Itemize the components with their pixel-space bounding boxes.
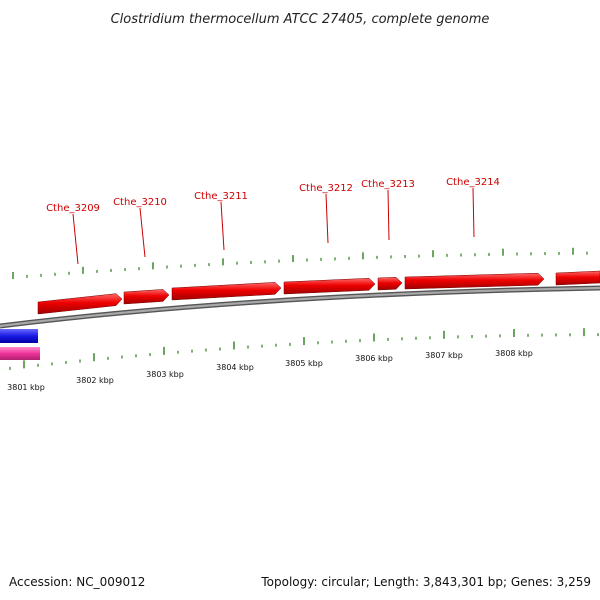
scale-label-3807: 3807 kbp [425, 351, 463, 360]
genome-backbone [0, 286, 600, 328]
gene-label-cthe-3212[interactable]: Cthe_3212 [299, 183, 353, 194]
pink-feature-track[interactable] [0, 347, 40, 360]
gene-label-cthe-3211[interactable]: Cthe_3211 [194, 191, 248, 202]
gene-label-leaders [72, 187, 475, 265]
map-title: Clostridium thermocellum ATCC 27405, com… [111, 12, 490, 27]
gene-arrow[interactable] [555, 270, 600, 286]
gene-label-leader-line [325, 193, 329, 244]
scale-label-3804: 3804 kbp [216, 363, 254, 372]
scale-label-3801: 3801 kbp [7, 383, 45, 392]
gene-label-cthe-3210[interactable]: Cthe_3210 [113, 197, 167, 208]
scale-label-3803: 3803 kbp [146, 370, 184, 379]
scale-label-3806: 3806 kbp [355, 354, 393, 363]
topology-text: Topology: circular; Length: 3,843,301 bp… [260, 575, 591, 589]
gene-arrow[interactable] [171, 282, 282, 301]
scale-label-3805: 3805 kbp [285, 359, 323, 368]
gene-label-leader-line [472, 187, 475, 238]
gene-label-cthe-3214[interactable]: Cthe_3214 [446, 177, 500, 188]
gene-label-leader-line [387, 189, 390, 241]
gene-label-leader-line [72, 213, 79, 265]
inner-scale-track [9, 328, 599, 370]
gene-arrow[interactable] [283, 278, 376, 295]
gene-arrow[interactable] [123, 289, 170, 305]
blue-feature-track[interactable] [0, 329, 38, 343]
outer-tick-track [12, 247, 588, 279]
gene-arrow[interactable] [404, 272, 545, 290]
accession-text: Accession: NC_009012 [9, 575, 145, 589]
gene-label-leader-line [220, 201, 225, 251]
gene-label-cthe-3213[interactable]: Cthe_3213 [361, 179, 415, 190]
scale-label-3808: 3808 kbp [495, 349, 533, 358]
gene-label-leader-line [139, 207, 146, 258]
gene-arrow[interactable] [377, 276, 403, 291]
gene-arrow[interactable] [37, 293, 123, 315]
scale-label-3802: 3802 kbp [76, 376, 114, 385]
gene-label-cthe-3209[interactable]: Cthe_3209 [46, 203, 100, 214]
gene-track [37, 270, 600, 315]
